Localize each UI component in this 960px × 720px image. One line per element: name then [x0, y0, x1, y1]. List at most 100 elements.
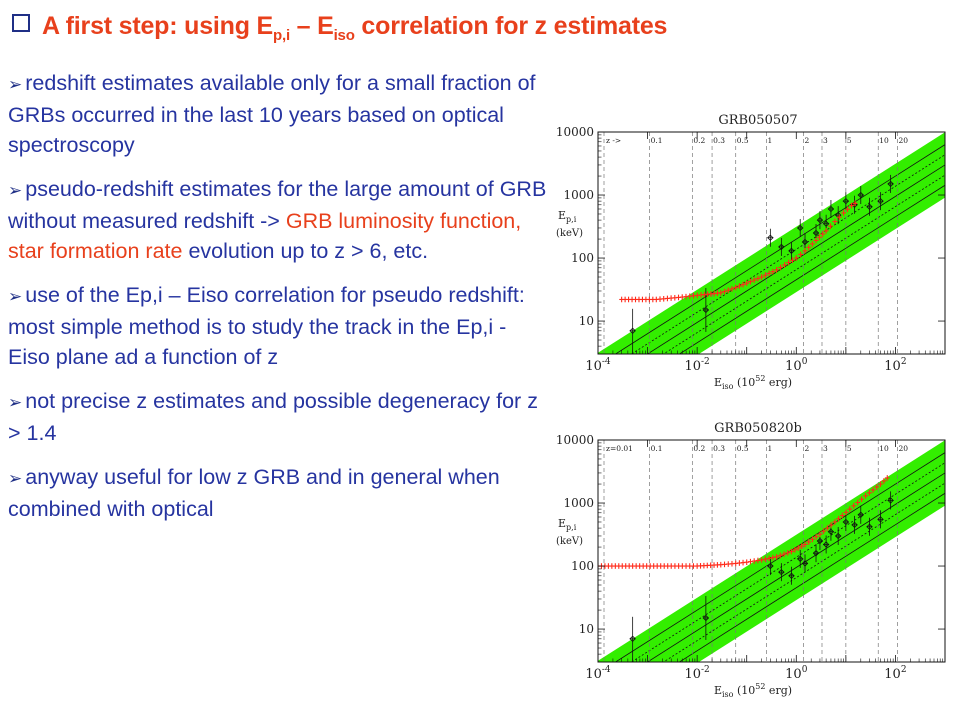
- z-marker-label: 5: [847, 444, 852, 453]
- y-tick-label: 10000: [556, 125, 594, 139]
- grb-data-point: [887, 491, 894, 510]
- y-axis-unit-label: (keV): [556, 228, 583, 239]
- grb-marker: [629, 635, 636, 642]
- bullet-text: not precise z estimates and possible deg…: [8, 389, 538, 445]
- x-tick-label: 10-4: [585, 665, 611, 682]
- title-text-1: A first step: using E: [42, 12, 274, 40]
- title-text-3: correlation for z estimates: [354, 12, 668, 40]
- arrow-bullet-icon: ➢: [8, 287, 23, 306]
- grb-data-point: [822, 535, 830, 554]
- grb-marker: [812, 550, 820, 557]
- grb-marker: [822, 541, 830, 548]
- z-marker-label: 5: [847, 136, 852, 145]
- bullet-text: anyway useful for low z GRB and in gener…: [8, 465, 500, 521]
- bullet-text: use of the Ep,i – Eiso correlation for p…: [8, 283, 525, 369]
- y-tick-label: 100: [571, 251, 594, 265]
- bullet-item-1: ➢ redshift estimates available only for a…: [8, 68, 548, 160]
- grb-data-point: [842, 512, 850, 531]
- grb-marker: [827, 528, 835, 535]
- x-tick-label: 10-2: [684, 665, 709, 682]
- z-marker-label: 1: [767, 444, 772, 453]
- grb-data-point: [866, 517, 873, 536]
- z-marker-label: 0.1: [651, 444, 663, 453]
- bullet-item-5: ➢ anyway useful for low z GRB and in gene…: [8, 462, 548, 524]
- plot-frame: [597, 131, 946, 355]
- x-tick-label: 102: [884, 665, 906, 682]
- plot-frame: [597, 439, 946, 663]
- correlation-dotted-line: [662, 174, 945, 354]
- grb-marker: [778, 243, 785, 251]
- y-tick-label: 10000: [556, 433, 594, 447]
- arrow-bullet-icon: ➢: [8, 181, 23, 200]
- x-tick-label: 100: [785, 357, 808, 374]
- correlation-band: [598, 132, 945, 354]
- y-tick-label: 100: [571, 559, 594, 573]
- grb-marker: [702, 306, 710, 314]
- grb-data-point: [857, 186, 864, 205]
- checkbox-bullet-icon: [12, 14, 30, 32]
- grb-marker: [887, 180, 894, 188]
- grb-marker: [801, 238, 809, 246]
- grb-marker: [797, 224, 804, 232]
- grb-marker: [788, 247, 795, 255]
- chart-title: GRB050820b: [714, 421, 802, 436]
- grb-data-point: [887, 174, 894, 193]
- grb-data-point: [629, 616, 636, 661]
- correlation-sigma-line: [678, 492, 945, 662]
- correlation-dotted-line: [662, 482, 945, 662]
- grb-data-point: [767, 228, 774, 247]
- grb-data-point: [797, 549, 804, 568]
- z-marker-label: 0.2: [693, 136, 705, 145]
- chart-grb050507: 0.1 0.2 0.3 0.5 1 2 3 5 10 20 z -> 10-4 10-2 100 102 10…: [548, 104, 954, 394]
- grb-data-point: [877, 192, 884, 211]
- x-tick-label: 10-2: [684, 357, 709, 374]
- grb-data-point: [877, 510, 884, 529]
- grb-marker: [816, 216, 824, 224]
- grb-marker: [797, 555, 804, 563]
- chart-title: GRB050507: [718, 113, 797, 128]
- grb-marker: [866, 523, 873, 530]
- bullet-text-highlight: GRB luminosity function, star formation …: [8, 209, 522, 263]
- plot-area: [598, 132, 945, 354]
- chart-svg-2: 0.1 0.2 0.3 0.5 1 2 3 5 10 20 z=0.01 10-4 10-2 100 102…: [556, 421, 946, 699]
- title-sub-1: p,i: [273, 27, 290, 44]
- correlation-sigma-line: [678, 184, 945, 354]
- z-marker-label: 20: [898, 444, 908, 453]
- grb-data-point: [866, 197, 873, 216]
- arrow-bullet-icon: ➢: [8, 75, 23, 94]
- grb-data-point: [797, 218, 804, 237]
- grb-data-point: [816, 211, 824, 230]
- y-axis-label: Ep,i: [558, 517, 577, 532]
- bullet-text-end: evolution up to z > 6, etc.: [182, 239, 429, 263]
- z-marker-label: 10: [879, 136, 889, 145]
- chart-svg-1: 0.1 0.2 0.3 0.5 1 2 3 5 10 20 z -> 10-4 10-2 100 102 10…: [556, 113, 946, 391]
- grb-marker: [877, 197, 884, 205]
- grb-data-point: [788, 566, 795, 585]
- grb-data-point: [788, 241, 795, 260]
- z-marker-label: 0.5: [737, 136, 749, 145]
- grb-data-point: [778, 237, 785, 256]
- y-axis-unit-label: (keV): [556, 536, 583, 547]
- title-sub-2: iso: [333, 27, 355, 44]
- bullet-text: pseudo-redshift estimates for the large …: [8, 177, 547, 233]
- x-tick-label: 102: [884, 357, 906, 374]
- z-marker-label: 0.3: [713, 444, 725, 453]
- bullet-text: redshift estimates available only for a …: [8, 71, 536, 157]
- correlation-best-fit-line: [646, 164, 945, 354]
- y-tick-label: 1000: [563, 188, 594, 202]
- grb-data-point: [702, 595, 710, 640]
- correlation-dotted-line: [630, 154, 945, 354]
- grb-marker: [857, 191, 864, 199]
- grb-data-point: [851, 515, 858, 534]
- grb-data-point: [767, 557, 774, 576]
- arrow-bullet-icon: ➢: [8, 469, 23, 488]
- correlation-sigma-line: [614, 452, 945, 662]
- correlation-best-fit-line: [646, 472, 945, 662]
- grb-marker: [788, 572, 795, 579]
- grb-marker: [851, 201, 858, 208]
- z-marker-label: 0.3: [713, 136, 725, 145]
- y-tick-label: 10: [579, 622, 594, 636]
- y-axis-label: Ep,i: [558, 209, 577, 224]
- bullet-item-3: ➢ use of the Ep,i – Eiso correlation for …: [8, 280, 548, 372]
- grb-marker: [842, 197, 850, 205]
